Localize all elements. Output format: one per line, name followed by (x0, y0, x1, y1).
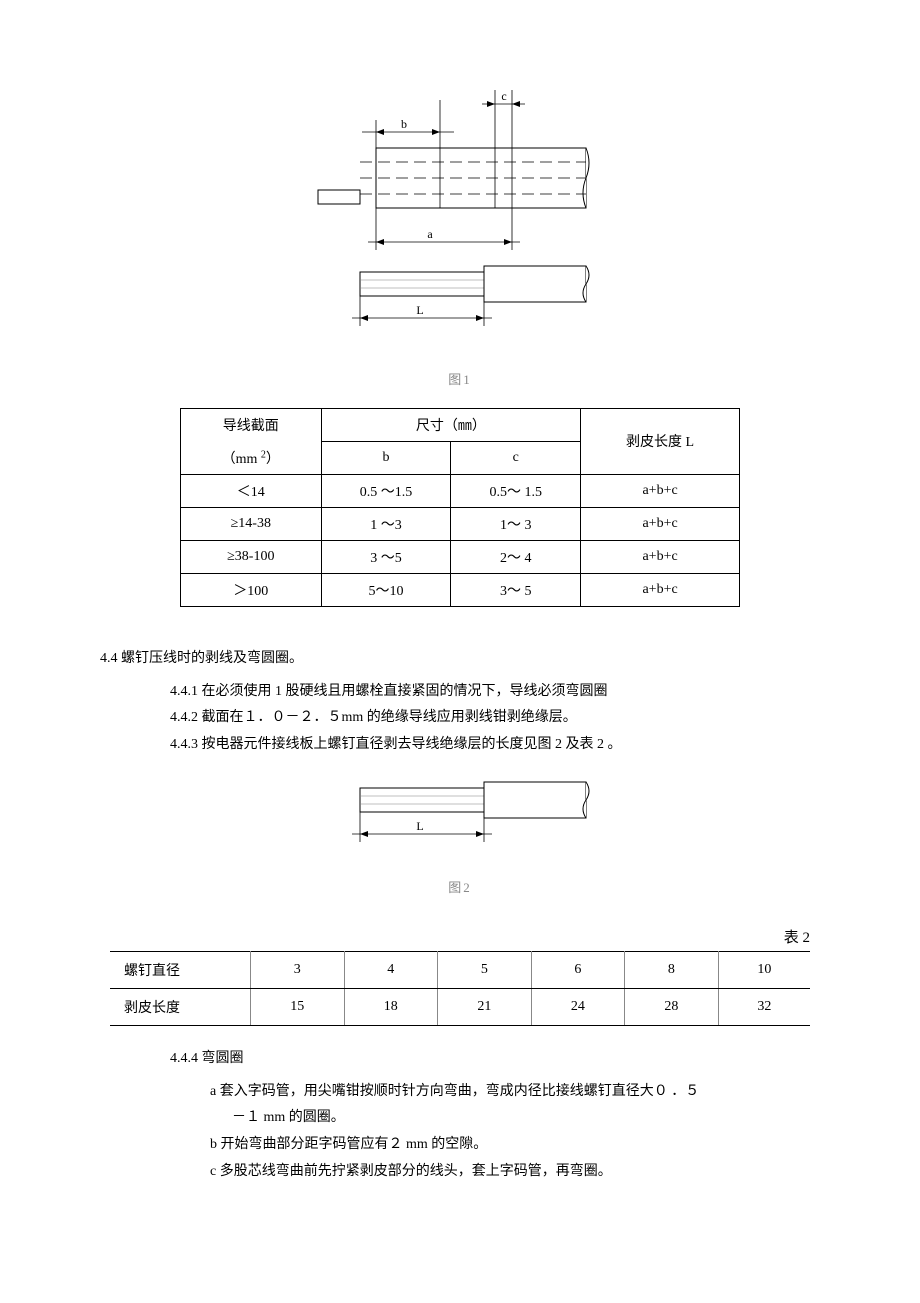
t1-hdr-b: b (321, 442, 451, 475)
item-4-4-4-a2: －１ mm 的圆圈。 (210, 1105, 820, 1132)
item-4-4-4-a1: a 套入字码管，用尖嘴钳按顺时针方向弯曲，弯成内径比接线螺钉直径大０ ．５ (210, 1079, 820, 1106)
section-4-4-title: 4.4 螺钉压线时的剥线及弯圆圈。 (100, 647, 820, 667)
item-4-4-4-title: 4.4.4 弯圆圈 (170, 1046, 820, 1073)
label-c: c (501, 90, 506, 103)
section-4-4-4-body: a 套入字码管，用尖嘴钳按顺时针方向弯曲，弯成内径比接线螺钉直径大０ ．５ －１… (100, 1079, 820, 1185)
figure-1: b c (100, 90, 820, 388)
t1-hdr-area-unit: （mm 2） (181, 442, 322, 475)
t1-hdr-c: c (451, 442, 581, 475)
label-a: a (427, 227, 433, 241)
section-4-4-body: 4.4.1 在必须使用 1 股硬线且用螺栓直接紧固的情况下，导线必须弯圆圈 4.… (100, 679, 820, 759)
item-4-4-3: 4.4.3 按电器元件接线板上螺钉直径剥去导线绝缘层的长度见图 2 及表 2 。 (170, 732, 820, 759)
item-4-4-1: 4.4.1 在必须使用 1 股硬线且用螺栓直接紧固的情况下，导线必须弯圆圈 (170, 679, 820, 706)
t1-hdr-strip: 剥皮长度 L (581, 409, 740, 475)
figure-2-label-L: L (416, 819, 423, 833)
table-1: 导线截面 尺寸（㎜） 剥皮长度 L （mm 2） b c ＜14 0.5 ～1.… (180, 408, 740, 607)
figure-2: L 图2 (100, 778, 820, 896)
table-2: 螺钉直径 3 4 5 6 8 10 剥皮长度 15 18 21 24 28 32 (110, 951, 810, 1026)
figure-1-caption: 图1 (310, 369, 610, 388)
document-page: b c (0, 0, 920, 1245)
figure-1-svg: b c (310, 90, 610, 360)
figure-2-svg: L (310, 778, 610, 868)
table-row: 剥皮长度 15 18 21 24 28 32 (110, 989, 810, 1026)
item-4-4-2: 4.4.2 截面在１．０－２．５mm 的绝缘导线应用剥线钳剥绝缘层。 (170, 705, 820, 732)
item-4-4-4-c: c 多股芯线弯曲前先拧紧剥皮部分的线头，套上字码管，再弯圈。 (210, 1159, 820, 1186)
item-4-4-4-b: b 开始弯曲部分距字码管应有２ mm 的空隙。 (210, 1132, 820, 1159)
table-row: ≥38-100 3 ～5 2～ 4 a+b+c (181, 540, 740, 573)
label-L: L (416, 303, 423, 317)
table-row: ≥14-38 1 ～3 1～ 3 a+b+c (181, 507, 740, 540)
t1-hdr-area: 导线截面 (181, 409, 322, 442)
table-2-label: 表 2 (110, 926, 810, 947)
table-row: ＜14 0.5 ～1.5 0.5～ 1.5 a+b+c (181, 474, 740, 507)
table-row: ＞100 5～10 3～ 5 a+b+c (181, 573, 740, 606)
label-b: b (401, 117, 407, 131)
figure-2-caption: 图2 (310, 877, 610, 896)
table-row: 螺钉直径 3 4 5 6 8 10 (110, 952, 810, 989)
t1-hdr-size: 尺寸（㎜） (321, 409, 581, 442)
